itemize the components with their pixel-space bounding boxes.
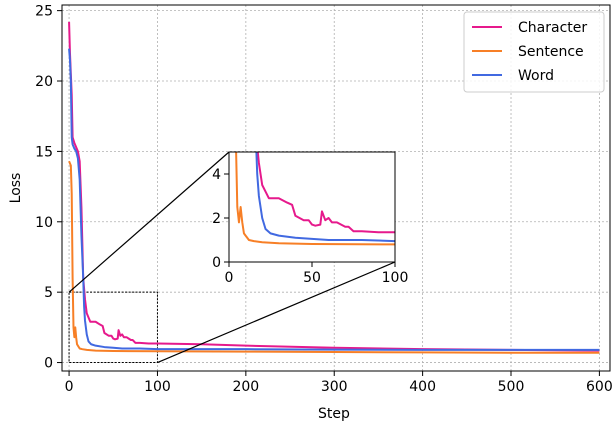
x-tick-label: 600: [586, 379, 613, 395]
x-tick-label: 0: [65, 379, 74, 395]
y-tick-label: 5: [44, 285, 53, 301]
x-axis-label: Step: [318, 406, 350, 422]
series-line-character: [68, 21, 600, 352]
zoom-region: [68, 291, 158, 364]
inset-connectors: [68, 151, 396, 364]
x-tick-label: 500: [498, 379, 525, 395]
y-axis-label: Loss: [8, 173, 24, 204]
connector-line: [157, 261, 396, 364]
inset-x-tick-label: 50: [303, 270, 321, 286]
inset-series: [235, 152, 395, 246]
legend-box: [463, 11, 605, 93]
x-tick-label: 300: [321, 379, 348, 395]
inset-line-sentence: [235, 152, 395, 246]
legend-label-word: Word: [518, 68, 554, 84]
connector-line: [68, 151, 230, 293]
main-axes-frame: [61, 4, 611, 372]
inset-x-tick-label: 0: [225, 270, 234, 286]
inset-axes: 0 50 100 0 2 4: [212, 151, 409, 286]
main-series: [68, 21, 600, 354]
inset-y-tick-label: 2: [212, 211, 221, 227]
legend-label-sentence: Sentence: [518, 44, 584, 60]
inset-background: [229, 152, 395, 262]
legend-label-character: Character: [518, 20, 587, 36]
x-tick-label: 400: [409, 379, 436, 395]
x-tick-label: 100: [144, 379, 171, 395]
legend: Character Sentence Word: [463, 11, 605, 93]
series-line-sentence: [68, 160, 600, 354]
zoom-rectangle: [68, 291, 158, 364]
inset-y-tick-label: 0: [212, 255, 221, 271]
y-tick-label: 25: [35, 4, 53, 20]
y-tick-label: 15: [35, 144, 53, 160]
series-line-word: [68, 48, 600, 351]
inset-line-character: [256, 152, 395, 234]
inset-y-tick-label: 4: [212, 167, 221, 183]
y-tick-label: 10: [35, 215, 53, 231]
y-tick-label: 0: [44, 356, 53, 372]
x-tick-label: 200: [232, 379, 259, 395]
inset-x-tick-label: 100: [382, 270, 409, 286]
inset-line-word: [255, 152, 395, 243]
y-tick-label: 20: [35, 74, 53, 90]
